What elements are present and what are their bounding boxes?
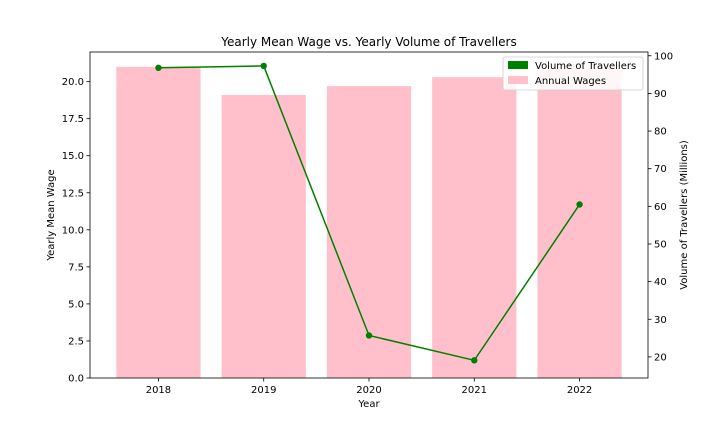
x-tick-label: 2018 — [146, 385, 171, 396]
bar-2022 — [537, 68, 622, 379]
y-left-tick-label: 12.5 — [62, 188, 84, 199]
x-tick-label: 2022 — [567, 385, 592, 396]
bars-layer — [116, 66, 622, 379]
point-2019 — [260, 62, 267, 70]
y-left-tick-label: 2.5 — [68, 336, 84, 347]
x-axis: 2018 2019 2020 2021 2022 — [146, 378, 592, 396]
x-tick-label: 2021 — [462, 385, 487, 396]
point-2021 — [471, 357, 478, 364]
y-right-tick-label: 50 — [654, 239, 667, 250]
y-right-tick-label: 70 — [654, 164, 667, 175]
bar-2019 — [221, 94, 306, 379]
legend-swatch-volume — [508, 61, 528, 69]
y-axis-right-label: Volume of Travellers (Millions) — [679, 140, 690, 290]
y-right-tick-label: 100 — [654, 51, 673, 62]
legend-label-wages: Annual Wages — [535, 76, 606, 87]
y-right-tick-label: 60 — [654, 202, 667, 213]
y-right-tick-label: 20 — [654, 352, 667, 363]
y-axis-left: 0.0 2.5 5.0 7.5 10.0 12.5 15.0 17.5 20.0 — [62, 77, 90, 385]
point-2020 — [365, 332, 373, 339]
bar-2018 — [116, 66, 201, 379]
y-left-tick-label: 5.0 — [68, 299, 84, 310]
y-right-tick-label: 80 — [654, 127, 667, 138]
point-2018 — [155, 64, 162, 72]
legend: Volume of Travellers Annual Wages — [502, 56, 644, 91]
y-axis-left-label: Yearly Mean Wage — [46, 169, 57, 261]
y-left-tick-label: 0.0 — [68, 374, 84, 385]
y-right-tick-label: 30 — [654, 315, 667, 326]
chart-title: Yearly Mean Wage vs. Yearly Volume of Tr… — [220, 35, 516, 49]
y-right-tick-label: 90 — [654, 89, 667, 100]
y-left-tick-label: 15.0 — [62, 151, 84, 162]
legend-label-volume: Volume of Travellers — [535, 61, 636, 72]
x-axis-label: Year — [357, 399, 380, 410]
y-left-tick-label: 17.5 — [62, 114, 84, 125]
legend-swatch-wages — [508, 76, 528, 84]
x-tick-label: 2020 — [356, 385, 381, 396]
y-left-tick-label: 10.0 — [62, 225, 84, 236]
legend-box — [502, 56, 644, 91]
y-right-tick-label: 40 — [654, 277, 667, 288]
x-tick-label: 2019 — [251, 385, 276, 396]
bar-2021 — [432, 77, 517, 378]
y-left-tick-label: 20.0 — [62, 77, 84, 88]
line-layer — [155, 62, 583, 364]
point-2022 — [576, 201, 583, 208]
y-axis-right: 20 30 40 50 60 70 80 90 100 — [648, 51, 673, 363]
bar-2020 — [326, 86, 412, 378]
y-left-tick-label: 7.5 — [68, 262, 84, 273]
